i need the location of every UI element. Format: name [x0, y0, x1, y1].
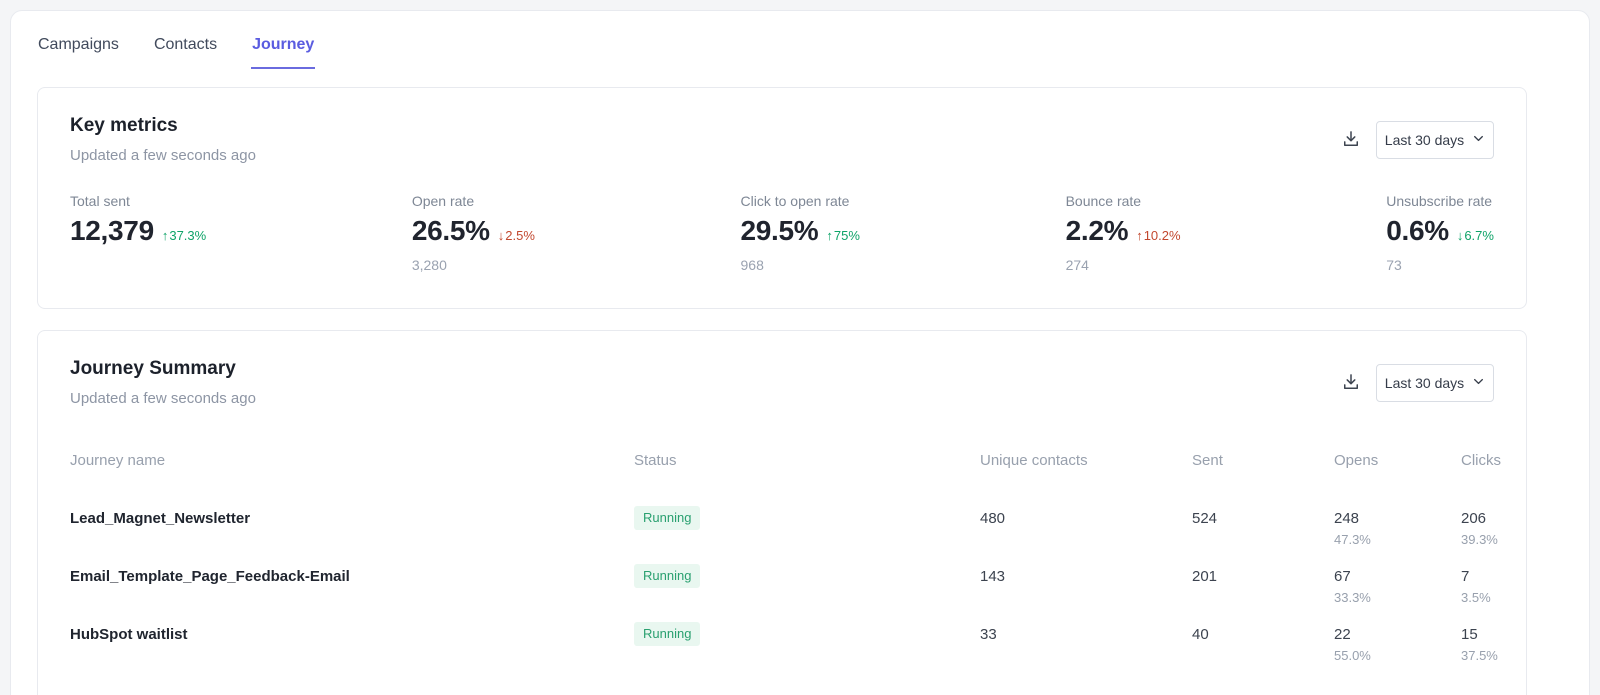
metric-value: 2.2%: [1065, 215, 1129, 246]
journey-summary-card: Journey Summary Updated a few seconds ag…: [37, 330, 1527, 695]
metric-delta: ↓ 6.7%: [1456, 228, 1494, 243]
opens-value: 248: [1334, 510, 1360, 527]
opens-rate: 47.3%: [1334, 532, 1371, 547]
metric-click-to-open-rate: Click to open rate 29.5% ↑ 75% 968: [741, 192, 860, 274]
column-header-unique-contacts: Unique contacts: [980, 452, 1088, 469]
key-metrics-download-button[interactable]: [1338, 127, 1364, 153]
metric-value: 0.6%: [1386, 215, 1449, 246]
metric-open-rate: Open rate 26.5% ↓ 2.5% 3,280: [412, 192, 535, 274]
status-badge: Running: [634, 622, 701, 646]
metric-value: 26.5%: [411, 215, 490, 246]
clicks-rate: 37.5%: [1461, 648, 1498, 663]
trend-down-icon: ↓: [497, 228, 505, 243]
key-metrics-updated-text: Updated a few seconds ago: [70, 147, 256, 164]
journey-table-header: Journey name Status Unique contacts Sent…: [70, 451, 1501, 471]
metric-label: Click to open rate: [740, 193, 850, 209]
journey-summary-updated-text: Updated a few seconds ago: [70, 390, 256, 407]
tab-bar: Campaigns Contacts Journey: [37, 33, 1527, 69]
table-row[interactable]: Email_Template_Page_Feedback-Email Runni…: [70, 564, 1494, 607]
column-header-sent: Sent: [1192, 452, 1223, 469]
opens-rate: 33.3%: [1334, 590, 1371, 605]
column-header-opens: Opens: [1334, 452, 1379, 469]
status-badge: Running: [634, 564, 701, 588]
table-row[interactable]: Lead_Magnet_Newsletter Running 480 524 2…: [70, 506, 1498, 549]
metric-delta: ↑ 75%: [826, 228, 860, 243]
metric-bounce-rate: Bounce rate 2.2% ↑ 10.2% 274: [1066, 192, 1181, 274]
metric-value: 29.5%: [740, 215, 819, 246]
trend-down-icon: ↓: [1456, 228, 1464, 243]
main-panel: Campaigns Contacts Journey Key metrics U…: [10, 10, 1590, 695]
download-icon: [1341, 129, 1361, 152]
journey-summary-controls: Last 30 days: [1338, 364, 1494, 402]
sent-value: 40: [1192, 626, 1209, 643]
journey-summary-header: Journey Summary Updated a few seconds ag…: [70, 357, 1494, 409]
clicks-rate: 39.3%: [1461, 532, 1498, 547]
metric-sub-count: 3,280: [411, 257, 447, 273]
clicks-value: 15: [1461, 626, 1478, 643]
metric-delta: ↓ 2.5%: [497, 228, 535, 243]
journey-name[interactable]: Lead_Magnet_Newsletter: [70, 510, 251, 527]
journey-table: Journey name Status Unique contacts Sent…: [70, 451, 1501, 665]
clicks-rate: 3.5%: [1461, 590, 1491, 605]
journey-summary-date-range-dropdown[interactable]: Last 30 days: [1376, 364, 1494, 402]
journey-summary-title: Journey Summary: [70, 358, 236, 379]
journey-summary-download-button[interactable]: [1338, 370, 1364, 396]
metric-label: Open rate: [411, 193, 475, 209]
clicks-value: 7: [1461, 568, 1470, 585]
unique-contacts-value: 33: [980, 626, 997, 643]
column-header-clicks: Clicks: [1461, 452, 1501, 469]
sent-value: 201: [1192, 568, 1218, 585]
metric-label: Unsubscribe rate: [1386, 193, 1493, 209]
key-metrics-title-block: Key metrics Updated a few seconds ago: [70, 114, 256, 166]
trend-up-icon: ↑: [161, 228, 169, 243]
metric-delta: ↑ 37.3%: [161, 228, 207, 243]
unique-contacts-value: 143: [980, 568, 1006, 585]
journey-name[interactable]: HubSpot waitlist: [70, 626, 188, 643]
date-range-value: Last 30 days: [1384, 375, 1465, 391]
metric-label: Bounce rate: [1065, 193, 1142, 209]
key-metrics-title: Key metrics: [70, 115, 178, 136]
status-badge: Running: [634, 506, 701, 530]
chevron-down-icon: [1472, 375, 1485, 391]
metric-sub-count: 968: [740, 257, 764, 273]
key-metrics-controls: Last 30 days: [1338, 121, 1494, 159]
metric-total-sent: Total sent 12,379 ↑ 37.3%: [70, 192, 206, 274]
clicks-value: 206: [1461, 510, 1487, 527]
metric-sub-count: 274: [1065, 257, 1089, 273]
unique-contacts-value: 480: [980, 510, 1006, 527]
column-header-journey-name: Journey name: [70, 452, 166, 469]
date-range-value: Last 30 days: [1384, 132, 1465, 148]
journey-summary-title-block: Journey Summary Updated a few seconds ag…: [70, 357, 256, 409]
metric-sub-count: [70, 256, 206, 274]
opens-value: 22: [1334, 626, 1351, 643]
metric-delta: ↑ 10.2%: [1136, 228, 1181, 243]
column-header-status: Status: [634, 452, 677, 469]
chevron-down-icon: [1472, 132, 1485, 148]
journey-name[interactable]: Email_Template_Page_Feedback-Email: [70, 568, 350, 585]
table-row[interactable]: HubSpot waitlist Running 33 40 22 55.0% …: [70, 622, 1498, 665]
metric-unsubscribe-rate: Unsubscribe rate 0.6% ↓ 6.7% 73: [1386, 192, 1494, 274]
opens-value: 67: [1334, 568, 1351, 585]
metric-value: 12,379: [70, 215, 154, 246]
key-metrics-row: Total sent 12,379 ↑ 37.3% Open rate 26.5%…: [70, 192, 1494, 274]
metric-label: Total sent: [70, 193, 130, 209]
opens-rate: 55.0%: [1334, 648, 1371, 663]
key-metrics-date-range-dropdown[interactable]: Last 30 days: [1376, 121, 1494, 159]
tab-journey[interactable]: Journey: [251, 33, 316, 69]
tab-campaigns[interactable]: Campaigns: [38, 36, 119, 53]
trend-up-icon: ↑: [1136, 228, 1143, 243]
trend-up-icon: ↑: [826, 228, 833, 243]
tab-contacts[interactable]: Contacts: [153, 36, 218, 53]
download-icon: [1341, 372, 1361, 395]
sent-value: 524: [1192, 510, 1218, 527]
key-metrics-header: Key metrics Updated a few seconds ago La…: [70, 114, 1494, 166]
key-metrics-card: Key metrics Updated a few seconds ago La…: [37, 87, 1527, 309]
metric-sub-count: 73: [1386, 257, 1402, 273]
